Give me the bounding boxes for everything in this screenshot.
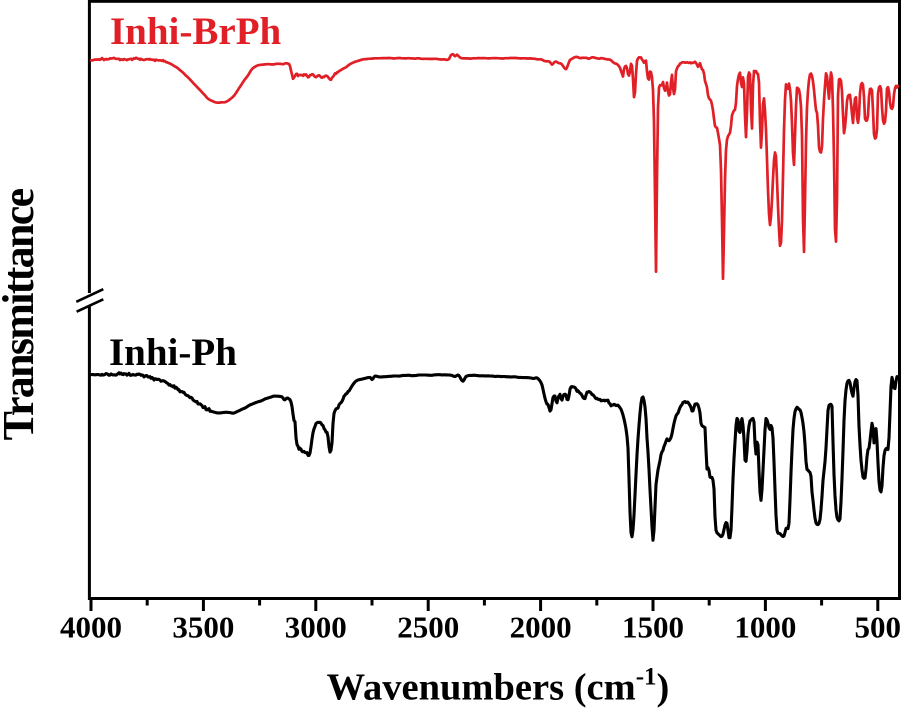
svg-text:500: 500	[855, 610, 902, 645]
svg-text:2000: 2000	[510, 610, 572, 645]
svg-text:2500: 2500	[397, 610, 459, 645]
svg-text:Inhi-BrPh: Inhi-BrPh	[110, 10, 282, 53]
svg-text:Transmittance: Transmittance	[0, 188, 43, 440]
svg-text:Inhi-Ph: Inhi-Ph	[109, 331, 237, 374]
svg-text:1000: 1000	[734, 610, 796, 645]
svg-text:Wavenumbers (cm-1): Wavenumbers (cm-1)	[327, 664, 670, 709]
svg-text:1500: 1500	[622, 610, 684, 645]
svg-text:4000: 4000	[60, 610, 122, 645]
svg-text:3500: 3500	[172, 610, 234, 645]
svg-text:3000: 3000	[285, 610, 347, 645]
